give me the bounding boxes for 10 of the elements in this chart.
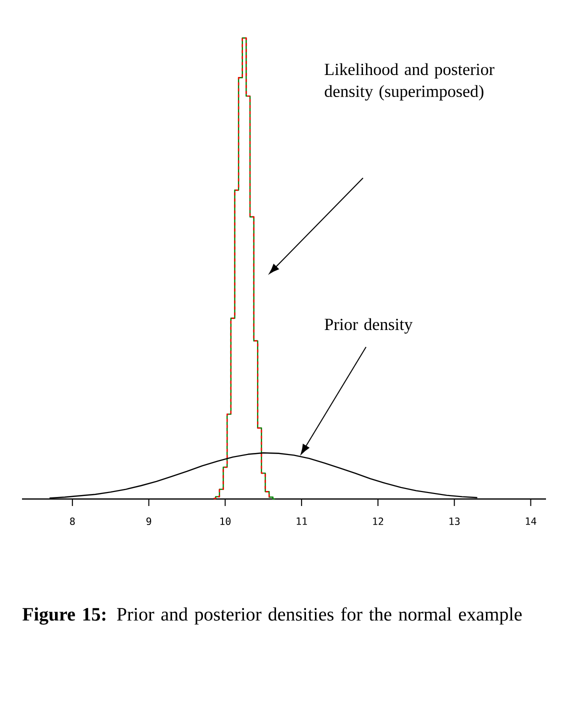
x-tick-label: 9: [146, 518, 152, 526]
x-tick-label: 8: [70, 518, 75, 526]
x-tick-label: 13: [450, 518, 460, 526]
x-tick-label: 14: [526, 518, 536, 525]
annotation: Likelihood and posterior density (superimposed): [324, 63, 494, 101]
x-tick-label: 12: [373, 518, 384, 525]
text: Figure 15: Prior and posterior densities for the normal example: [22, 607, 522, 625]
annotation: Prior density: [324, 318, 413, 334]
x-tick-label: 10: [220, 518, 231, 526]
x-tick-label: 11: [296, 518, 307, 525]
